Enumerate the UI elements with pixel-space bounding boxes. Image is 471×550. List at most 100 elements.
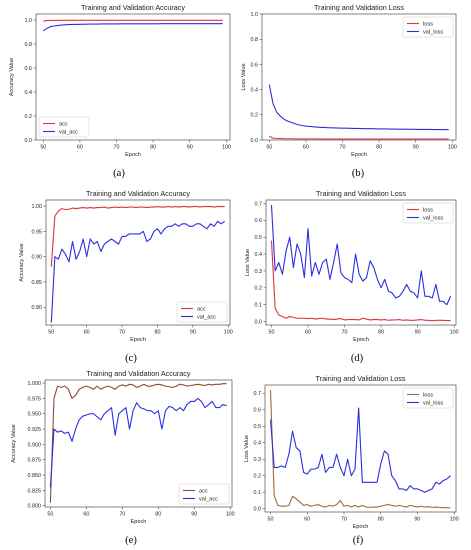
series-line-loss [269, 135, 449, 140]
panel-letter: (c) [125, 353, 137, 364]
x-tick-label: 50 [266, 145, 272, 151]
y-tick-label: 0.7 [255, 201, 263, 207]
y-tick-label: 0.95 [32, 229, 43, 235]
legend-label-loss: loss [423, 393, 433, 399]
legend-label-val_loss: val_loss [423, 401, 443, 407]
series-line-loss [269, 389, 451, 509]
y-axis-label: Accuracy Value [9, 58, 15, 96]
legend: acc val_acc [176, 301, 228, 323]
legend: loss val_loss [402, 16, 454, 38]
series-line-val_loss [270, 205, 452, 306]
x-axis-label: Epoch [130, 337, 146, 343]
x-axis-label: Epoch [131, 519, 147, 525]
chart-title: Training and Validation Accuracy [86, 189, 190, 198]
y-tick-label: 0.1 [255, 303, 263, 309]
x-axis-label: Epoch [125, 152, 141, 158]
y-tick-label: 0.2 [25, 114, 33, 120]
x-axis-label: Epoch [351, 152, 367, 158]
series-line-val_acc [50, 220, 226, 323]
series-line-val_loss [269, 407, 451, 493]
y-tick-label: 0.4 [254, 441, 262, 447]
y-tick-label: 0.5 [254, 424, 262, 430]
y-tick-label: 0.825 [28, 488, 42, 494]
x-tick-label: 70 [341, 517, 347, 523]
legend-label-val_loss: val_loss [423, 30, 443, 36]
x-tick-label: 90 [187, 145, 193, 151]
y-tick-label: 0.0 [255, 320, 263, 326]
y-tick-label: 1.00 [32, 204, 43, 210]
chart-title: Training and Validation Loss [316, 189, 406, 198]
x-tick-label: 80 [376, 145, 382, 151]
y-tick-label: 0.4 [255, 252, 263, 258]
y-tick-label: 0.0 [25, 138, 33, 144]
chart-panel-1: Training and Validation Accuracy 50 60 70 80… [9, 3, 231, 179]
y-tick-label: 0.900 [28, 442, 42, 448]
x-tick-label: 90 [415, 330, 421, 336]
y-axis-label: Loss Value [241, 63, 247, 90]
x-tick-label: 50 [40, 145, 46, 151]
legend-label-loss: loss [423, 208, 433, 214]
y-tick-label: 0.6 [255, 218, 263, 224]
x-tick-label: 100 [226, 512, 235, 518]
y-tick-label: 0.950 [28, 412, 42, 418]
x-tick-label: 90 [191, 512, 197, 518]
series-line-loss [270, 240, 451, 322]
y-tick-label: 1.000 [28, 381, 42, 387]
legend-label-loss: loss [423, 22, 433, 28]
y-axis-label: Accuracy Value [19, 243, 25, 281]
y-tick-label: 0.975 [28, 396, 42, 402]
x-tick-label: 60 [305, 330, 311, 336]
x-tick-label: 100 [448, 145, 457, 151]
y-tick-label: 0.4 [25, 90, 33, 96]
chart-title: Training and Validation Loss [314, 3, 404, 12]
y-tick-label: 1.0 [25, 18, 33, 24]
series-line-val_acc [49, 397, 227, 488]
panel-letter: (f) [353, 535, 364, 546]
x-tick-label: 100 [450, 330, 459, 336]
x-tick-label: 80 [150, 145, 156, 151]
legend-label-val_acc: val_acc [199, 497, 218, 503]
y-tick-label: 0.80 [32, 305, 43, 311]
x-tick-label: 60 [303, 145, 309, 151]
x-tick-label: 50 [48, 330, 54, 336]
y-axis-label: Accuracy Value [11, 424, 17, 462]
x-tick-label: 100 [222, 145, 231, 151]
legend: loss val_loss [402, 387, 454, 409]
chart-title: Training and Validation Accuracy [81, 3, 185, 12]
x-tick-label: 90 [190, 330, 196, 336]
chart-panel-5: Training and Validation Accuracy 50 60 70 80… [11, 369, 235, 546]
y-tick-label: 0.7 [254, 391, 262, 397]
chart-panel-2: Training and Validation Loss 50 60 70 80 90 10… [241, 3, 457, 179]
legend-label-acc: acc [59, 122, 68, 128]
x-tick-label: 70 [342, 330, 348, 336]
x-tick-label: 80 [378, 517, 384, 523]
x-tick-label: 80 [155, 512, 161, 518]
legend-label-val_acc: val_acc [59, 130, 78, 136]
y-tick-label: 0.3 [254, 457, 262, 463]
panel-letter: (e) [125, 535, 137, 546]
legend-label-acc: acc [199, 489, 208, 495]
x-tick-label: 70 [119, 512, 125, 518]
x-tick-label: 70 [340, 145, 346, 151]
x-tick-label: 60 [304, 517, 310, 523]
x-tick-label: 100 [450, 517, 459, 523]
legend: acc val_acc [178, 483, 230, 505]
x-axis-label: Epoch [353, 524, 369, 530]
legend: acc val_acc [38, 116, 90, 138]
series-line-acc [43, 19, 223, 22]
x-axis-label: Epoch [353, 337, 369, 343]
y-tick-label: 0.6 [251, 62, 259, 68]
panel-letter: (a) [113, 168, 125, 179]
chart-panel-3: Training and Validation Accuracy 50 60 70 80… [19, 189, 233, 364]
y-tick-label: 0.5 [255, 235, 263, 241]
chart-panel-6: Training and Validation Loss 50 60 70 80 90 10… [244, 374, 459, 546]
chart-title: Training and Validation Loss [316, 374, 406, 383]
x-tick-label: 60 [77, 145, 83, 151]
y-tick-label: 0.6 [254, 408, 262, 414]
chart-panel-4: Training and Validation Loss 50 60 70 80 90 10… [245, 189, 459, 364]
y-tick-label: 0.800 [28, 504, 42, 510]
legend-label-acc: acc [197, 307, 206, 313]
y-tick-label: 0.2 [255, 286, 263, 292]
panel-letter: (b) [352, 168, 365, 179]
